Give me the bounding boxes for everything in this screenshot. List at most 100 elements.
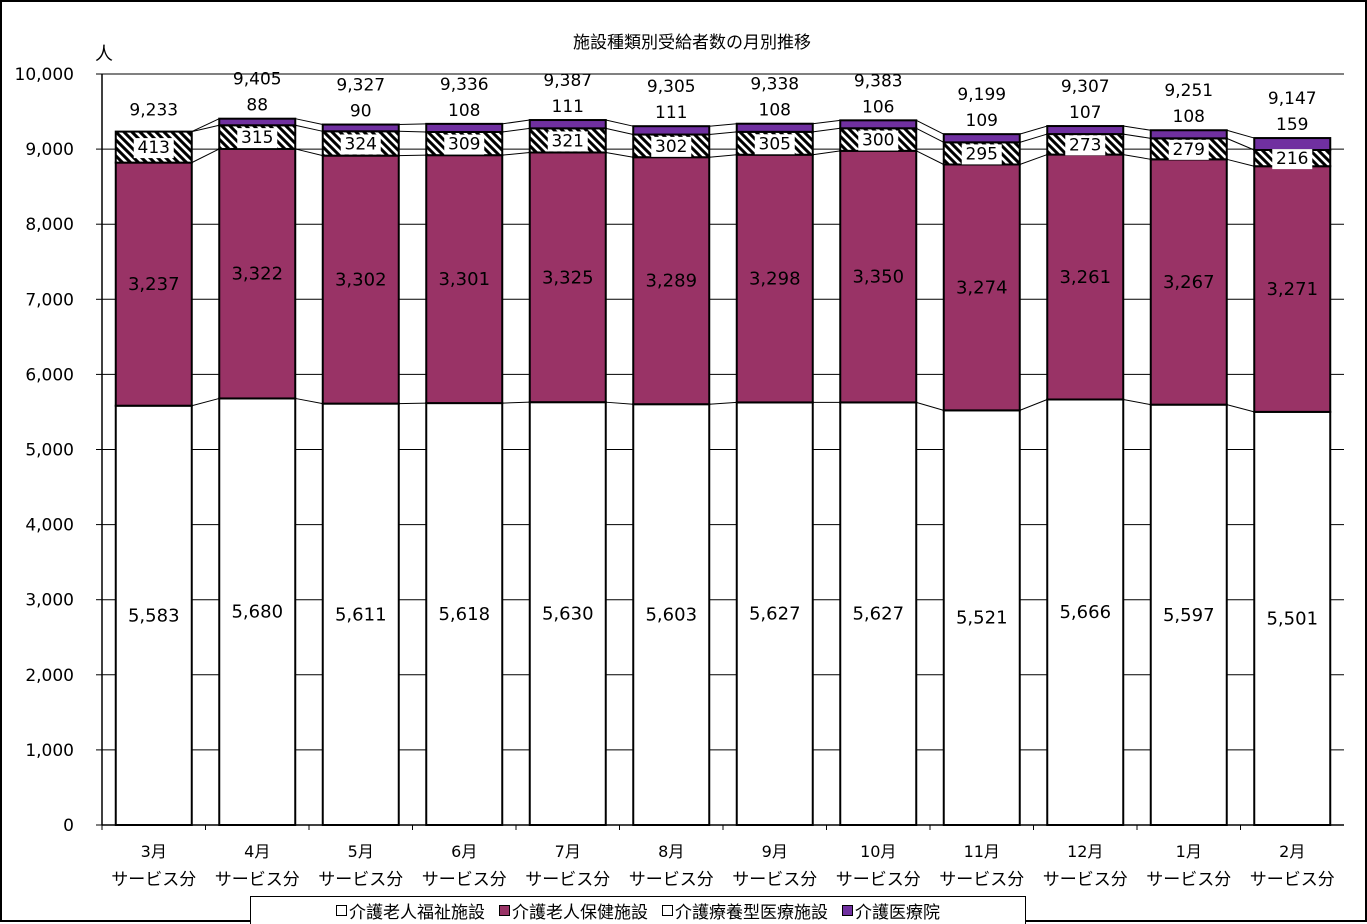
data-label: 3,325 — [542, 267, 594, 288]
series-line — [502, 402, 530, 403]
total-label: 9,251 — [1164, 81, 1213, 101]
data-label: 106 — [862, 97, 894, 117]
series-line — [606, 402, 634, 404]
series-line — [709, 155, 737, 157]
total-label: 9,383 — [854, 71, 903, 91]
legend-item: 介護老人保健施設 — [499, 898, 648, 923]
bar-segment — [530, 120, 606, 128]
data-label: 413 — [138, 138, 170, 158]
x-tick-label: 8月 — [658, 842, 684, 861]
data-label: 90 — [350, 102, 372, 122]
data-label: 3,302 — [335, 270, 387, 291]
data-label: 305 — [759, 134, 791, 154]
x-tick-label: 7月 — [555, 842, 581, 861]
y-tick-label: 5,000 — [25, 441, 74, 461]
x-tick-label: 10月 — [860, 842, 896, 861]
series-line — [502, 152, 530, 155]
series-line — [1123, 155, 1151, 160]
data-label: 3,289 — [645, 271, 697, 292]
data-label: 302 — [655, 137, 687, 157]
series-line — [295, 149, 323, 156]
legend-item: 介護医療院 — [842, 898, 940, 923]
x-tick-label: サービス分 — [1146, 870, 1231, 890]
x-tick-label: 11月 — [964, 842, 1000, 861]
x-tick-label: 12月 — [1067, 842, 1103, 861]
x-tick-label: サービス分 — [939, 870, 1024, 890]
chart-title: 施設種類別受給者数の月別推移 — [573, 33, 811, 53]
data-label: 108 — [759, 101, 791, 121]
data-label: 273 — [1069, 135, 1101, 155]
data-label: 108 — [448, 101, 480, 121]
series-line — [709, 124, 737, 126]
total-label: 9,338 — [750, 75, 799, 95]
x-tick-label: 4月 — [244, 842, 270, 861]
data-label: 3,261 — [1059, 267, 1111, 288]
legend-swatch — [662, 905, 673, 916]
x-tick-label: サービス分 — [422, 870, 507, 890]
series-line — [399, 124, 427, 125]
data-label: 321 — [552, 131, 584, 151]
x-tick-label: サービス分 — [318, 870, 403, 890]
data-label: 324 — [345, 134, 377, 154]
series-line — [1020, 134, 1048, 142]
bar-segment — [426, 124, 502, 132]
y-axis-unit-label: 人 — [95, 44, 113, 65]
series-line — [1020, 399, 1048, 410]
data-label: 5,501 — [1266, 608, 1318, 629]
bar-segment — [944, 134, 1020, 142]
bar-segment — [840, 120, 916, 128]
data-label: 111 — [552, 97, 584, 117]
legend-swatch — [336, 905, 347, 916]
bar-segment — [633, 126, 709, 134]
data-label: 300 — [862, 131, 894, 151]
x-tick-label: サービス分 — [1250, 870, 1335, 890]
y-tick-label: 0 — [63, 816, 74, 836]
y-tick-label: 2,000 — [25, 666, 74, 686]
x-tick-label: サービス分 — [215, 870, 300, 890]
legend-item: 介護老人福祉施設 — [336, 898, 485, 923]
data-label: 3,267 — [1163, 272, 1215, 293]
bar-segment — [219, 119, 295, 126]
series-line — [295, 398, 323, 403]
legend-label: 介護老人福祉施設 — [349, 898, 485, 923]
data-label: 3,301 — [438, 269, 490, 290]
data-label: 88 — [246, 96, 268, 116]
data-label: 3,274 — [956, 277, 1008, 298]
data-label: 3,271 — [1266, 279, 1318, 300]
data-label: 5,603 — [645, 605, 697, 626]
series-line — [192, 149, 220, 163]
data-label: 3,298 — [749, 269, 801, 290]
series-line — [606, 152, 634, 157]
series-line — [399, 131, 427, 132]
data-label: 5,583 — [128, 605, 180, 626]
x-tick-label: 3月 — [141, 842, 167, 861]
series-line — [1227, 405, 1255, 412]
data-label: 5,627 — [749, 604, 801, 625]
y-tick-label: 1,000 — [25, 741, 74, 761]
data-label: 216 — [1276, 149, 1308, 169]
legend-swatch — [499, 905, 510, 916]
data-labels: 5,5833,2374139,2335,6803,322315889,4055,… — [128, 70, 1318, 630]
total-label: 9,233 — [129, 101, 178, 121]
series-line — [502, 120, 530, 124]
y-tick-label: 9,000 — [25, 140, 74, 160]
total-label: 9,307 — [1061, 77, 1110, 97]
total-label: 9,199 — [957, 85, 1006, 105]
total-label: 9,147 — [1268, 89, 1317, 109]
x-tick-label: サービス分 — [525, 870, 610, 890]
series-line — [502, 128, 530, 132]
x-tick-label: サービス分 — [111, 870, 196, 890]
x-tick-label: サービス分 — [1043, 870, 1128, 890]
x-tick-label: 9月 — [762, 842, 788, 861]
total-label: 9,327 — [336, 76, 385, 96]
data-label: 309 — [448, 135, 480, 155]
series-line — [916, 128, 944, 142]
series-line — [1123, 134, 1151, 138]
y-tick-label: 8,000 — [25, 215, 74, 235]
data-label: 159 — [1276, 115, 1308, 135]
data-label: 3,322 — [231, 264, 283, 285]
series-line — [709, 132, 737, 135]
data-label: 5,627 — [852, 604, 904, 625]
